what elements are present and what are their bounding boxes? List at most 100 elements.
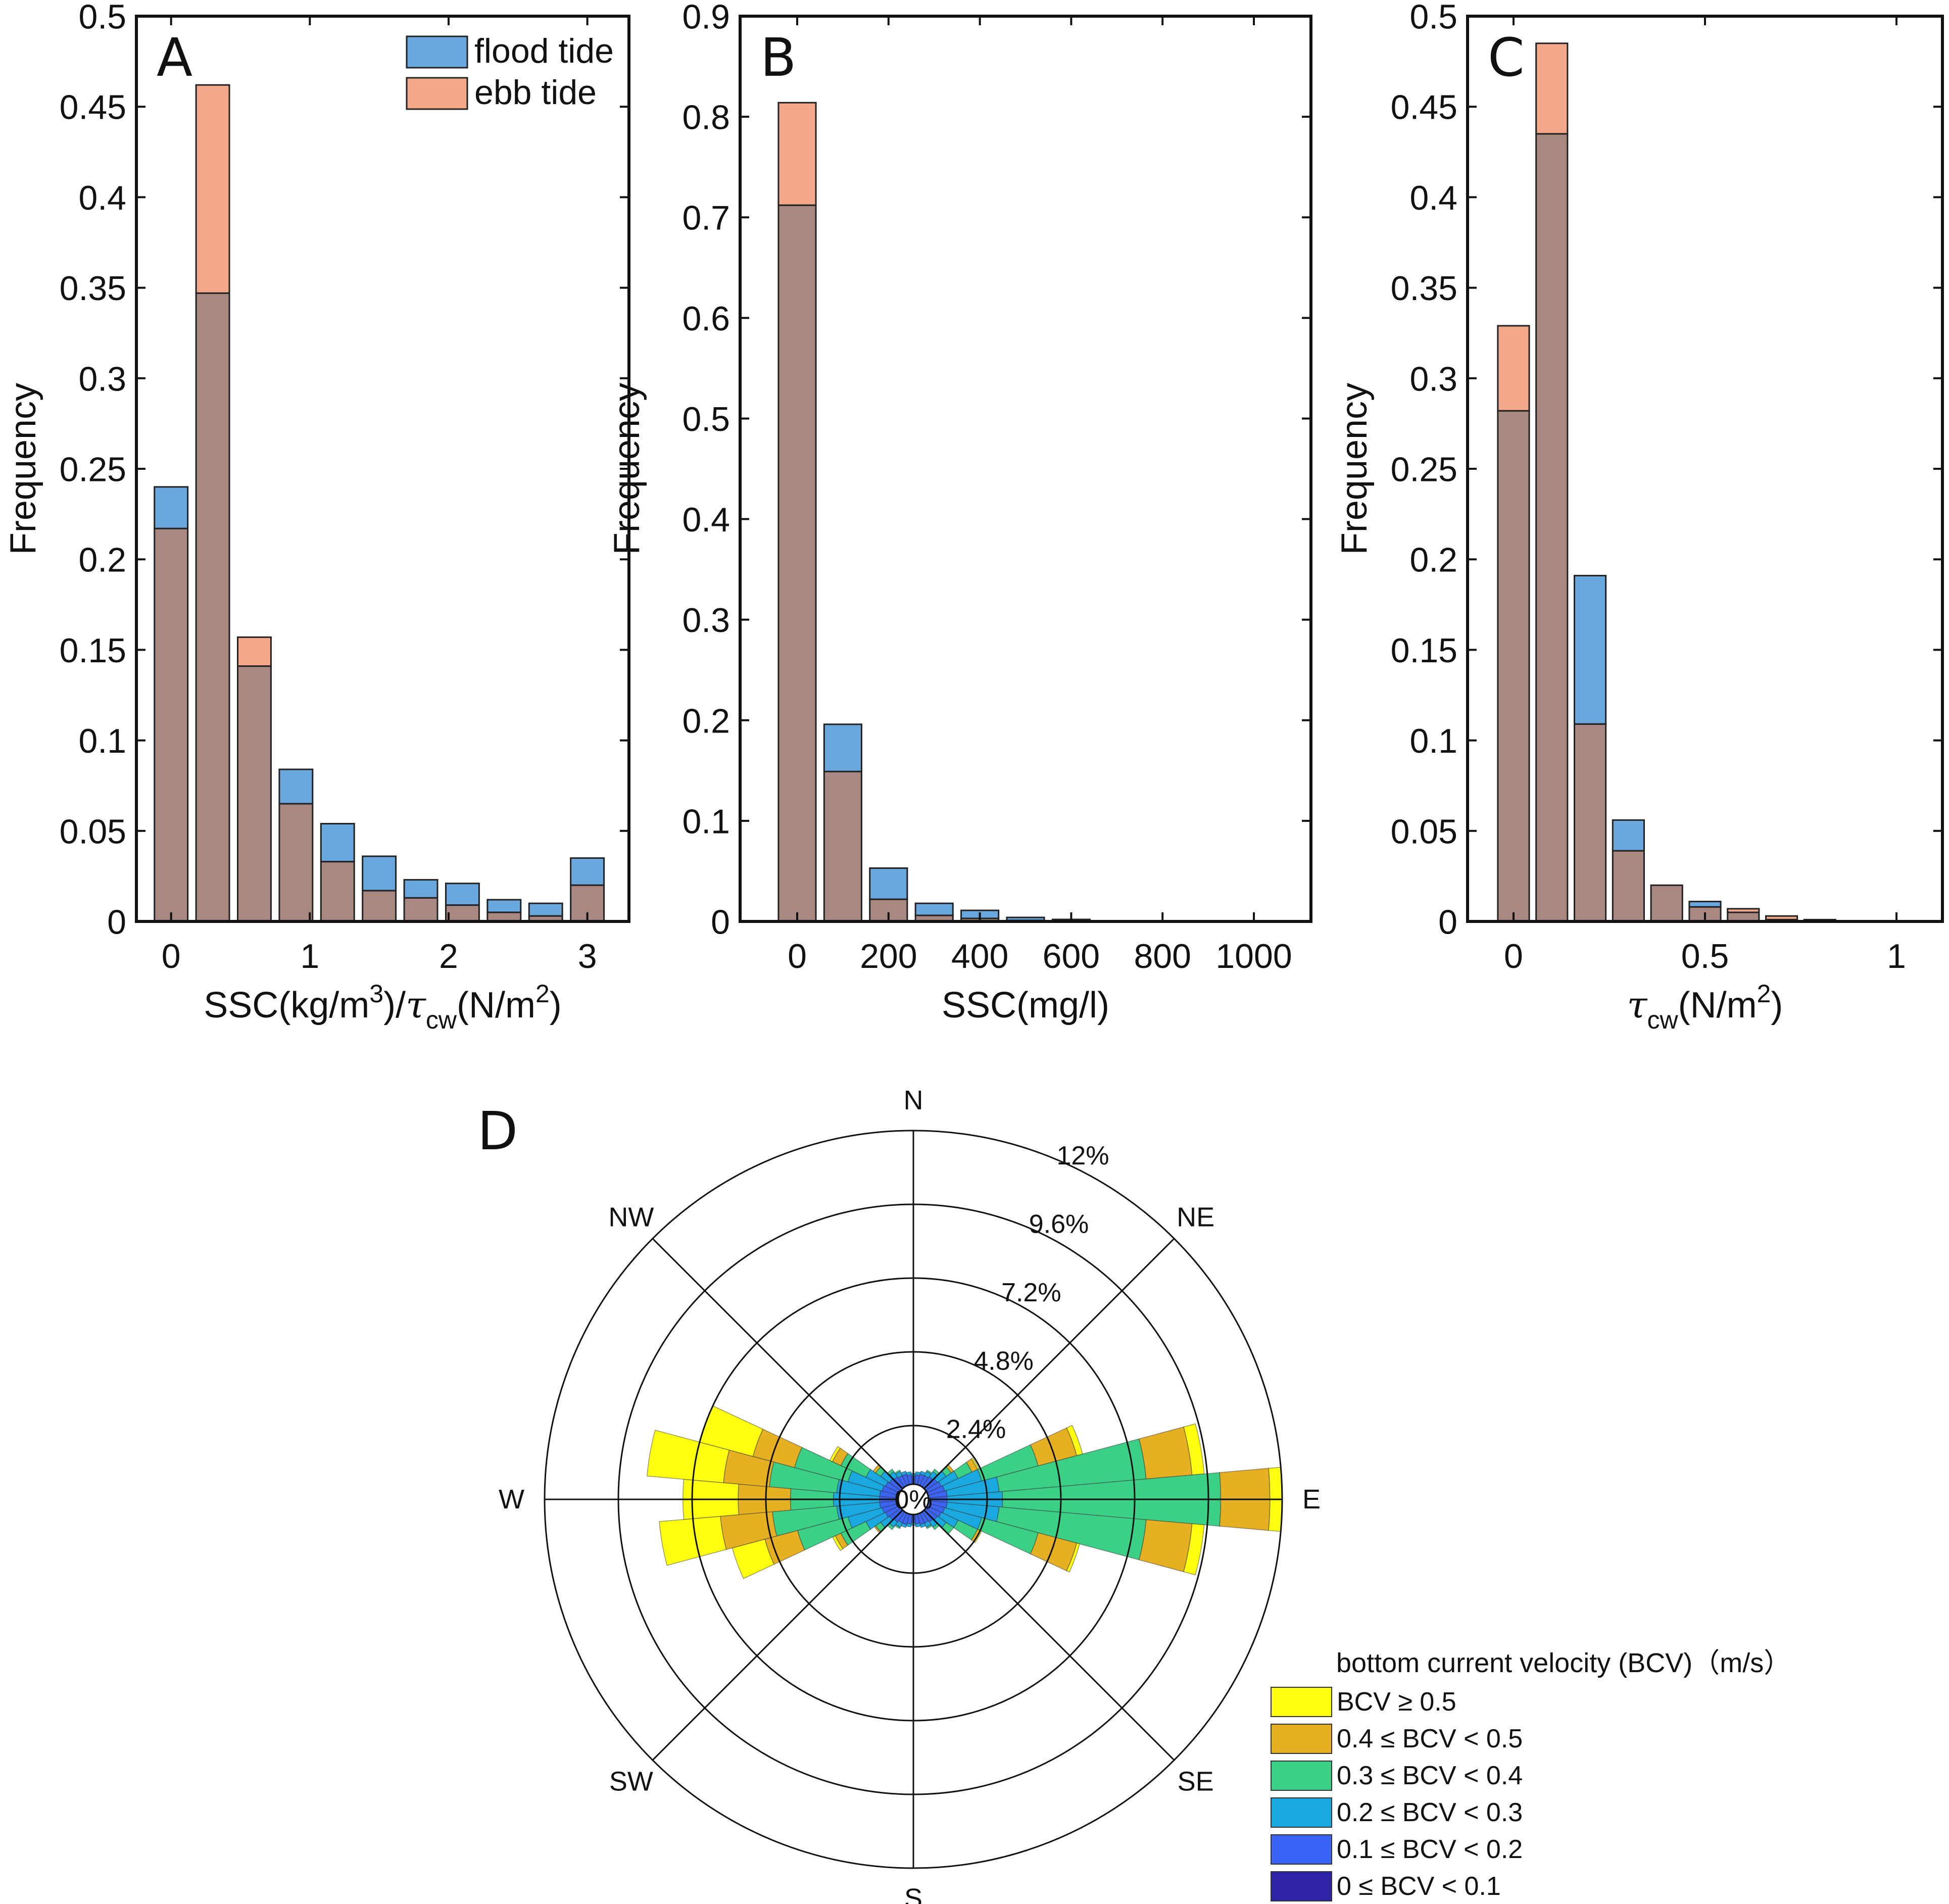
- y-tick-label: 0: [711, 903, 730, 941]
- rose-ring-label: 9.6%: [1029, 1210, 1089, 1239]
- x-tick-label: 3: [578, 937, 597, 975]
- rose-legend-label-5: 0 ≤ BCV < 0.1: [1337, 1872, 1501, 1901]
- y-tick-label: 0.9: [682, 0, 730, 36]
- rose-center-label: 0%: [894, 1485, 932, 1515]
- x-tick-label: 0.5: [1681, 937, 1729, 975]
- rose-legend-swatch-2: [1271, 1761, 1332, 1791]
- x-tick-label: 1: [300, 937, 319, 975]
- rose-legend-label-4: 0.1 ≤ BCV < 0.2: [1337, 1835, 1523, 1864]
- overlap-bar-a-0: [154, 527, 189, 922]
- panel-letter-d: D: [477, 1100, 518, 1162]
- rose-direction-sw: SW: [609, 1767, 653, 1797]
- panel-a-histogram: 0 0.05 0.1 0.15 0.2 0.25 0.3 0.35 0.4 0.45 0.5 0 1 2 3…: [3, 0, 630, 1034]
- rose-direction-e: E: [1302, 1484, 1321, 1515]
- rose-legend-title: bottom current velocity (BCV)（m/s）: [1336, 1648, 1791, 1678]
- panel-letter-b: B: [760, 27, 796, 88]
- y-tick-label: 0.3: [1409, 360, 1457, 398]
- y-axis-label: Frequency: [607, 383, 647, 555]
- legend-label-flood: flood tide: [474, 32, 614, 70]
- rose-legend-swatch-1: [1271, 1724, 1332, 1754]
- y-tick-label: 0.15: [60, 631, 126, 670]
- overlap-bar-a-2: [236, 665, 272, 922]
- flood-tide-bar-a-3: [278, 768, 314, 805]
- overlap-bar-a-1: [195, 292, 230, 922]
- x-axis-label: SSC(mg/l): [942, 985, 1109, 1026]
- flood-tide-bar-a-6: [403, 879, 438, 899]
- y-tick-label: 0.05: [60, 812, 126, 851]
- rose-center: [897, 1483, 930, 1516]
- y-tick-label: 0.15: [1391, 631, 1457, 670]
- legend-label-ebb: ebb tide: [474, 73, 597, 112]
- overlap-bar-c-0: [1497, 410, 1530, 922]
- x-tick-label: 0: [162, 937, 181, 975]
- rose-legend-label-2: 0.3 ≤ BCV < 0.4: [1337, 1761, 1523, 1790]
- y-tick-label: 0.1: [1409, 722, 1457, 760]
- axes-frame-b: [739, 15, 1312, 923]
- rose-ring-label: 7.2%: [1001, 1278, 1061, 1307]
- y-tick-label: 0.4: [78, 179, 126, 217]
- overlap-bar-c-4: [1650, 884, 1683, 922]
- y-tick-label: 0.2: [1409, 541, 1457, 579]
- legend-swatch-ebb: [406, 77, 468, 110]
- y-tick-label: 0.1: [78, 722, 126, 760]
- rose-legend-swatch-5: [1271, 1871, 1332, 1901]
- ebb-tide-bar-a-2: [236, 636, 272, 667]
- flood-tide-bar-a-8: [486, 899, 522, 913]
- overlap-bar-a-4: [320, 861, 355, 922]
- y-tick-label: 0.8: [682, 99, 730, 137]
- ebb-tide-bar-a-1: [195, 84, 230, 294]
- flood-tide-bar-a-9: [528, 902, 563, 917]
- rose-direction-se: SE: [1178, 1767, 1214, 1797]
- panel-letter-c: C: [1488, 27, 1525, 88]
- rose-spoke: [652, 1238, 914, 1500]
- overlap-bar-a-5: [362, 890, 397, 922]
- x-tick-label: 1000: [1215, 937, 1292, 975]
- flood-tide-bar-b-2: [869, 867, 908, 900]
- y-tick-label: 0.35: [1391, 269, 1457, 308]
- x-tick-label: 200: [860, 937, 917, 975]
- x-tick-label: 400: [951, 937, 1008, 975]
- rose-spoke: [652, 1498, 914, 1761]
- y-tick-label: 0.45: [60, 88, 126, 127]
- ebb-tide-bar-c-1: [1535, 42, 1569, 135]
- y-tick-label: 0.3: [78, 360, 126, 398]
- y-tick-label: 0.5: [1409, 0, 1457, 36]
- y-tick-label: 0.2: [78, 541, 126, 579]
- y-tick-label: 0.35: [60, 269, 126, 308]
- flood-tide-bar-a-7: [445, 883, 480, 906]
- panel-b-histogram: 0 0.1 0.2 0.3 0.4 0.5 0.6 0.7 0.8 0.9 0 200 400 600 80…: [607, 0, 1312, 1026]
- rose-legend-label-0: BCV ≥ 0.5: [1337, 1687, 1456, 1717]
- y-tick-label: 0.05: [1391, 812, 1457, 851]
- rose-legend-label-1: 0.4 ≤ BCV < 0.5: [1337, 1724, 1523, 1753]
- rose-sector-80-0.4-0.5: [1138, 1426, 1193, 1480]
- y-tick-label: 0.4: [1409, 179, 1457, 217]
- rose-spoke: [912, 1238, 1175, 1500]
- y-tick-label: 0.6: [682, 300, 730, 338]
- x-tick-label: 800: [1134, 937, 1191, 975]
- y-tick-label: 0.2: [682, 702, 730, 740]
- y-tick-label: 0.7: [682, 199, 730, 237]
- rose-legend-swatch-0: [1271, 1687, 1332, 1717]
- rose-sector-100-0.4-0.5: [1138, 1519, 1193, 1573]
- x-axis-label: τcw(N/m2): [1627, 980, 1783, 1034]
- flood-tide-bar-c-3: [1612, 819, 1645, 852]
- rose-ring-label: 4.8%: [973, 1346, 1034, 1376]
- rose-direction-n: N: [904, 1085, 923, 1115]
- legend-swatch-flood: [406, 35, 468, 69]
- x-tick-label: 0: [1504, 937, 1523, 975]
- rose-spoke: [912, 1498, 1175, 1761]
- rose-legend-swatch-4: [1271, 1834, 1332, 1865]
- flood-tide-bar-c-5: [1688, 901, 1722, 908]
- rose-legend-label-3: 0.2 ≤ BCV < 0.3: [1337, 1798, 1523, 1827]
- y-tick-label: 0.5: [682, 400, 730, 438]
- y-tick-label: 0.25: [60, 450, 126, 489]
- flood-tide-bar-a-10: [570, 857, 605, 886]
- overlap-bar-a-6: [403, 897, 438, 922]
- overlap-bar-a-3: [278, 803, 314, 922]
- y-tick-label: 0: [1438, 903, 1457, 941]
- rose-direction-s: S: [904, 1883, 922, 1904]
- rose-ring-label: 12%: [1056, 1141, 1109, 1170]
- x-tick-label: 2: [439, 937, 458, 975]
- overlap-bar-c-1: [1535, 133, 1569, 922]
- panel-d-windrose: 0% 2.4% 4.8% 7.2% 9.6% 12% N NE E SE S SW W NW Dbottom…: [477, 1085, 1791, 1904]
